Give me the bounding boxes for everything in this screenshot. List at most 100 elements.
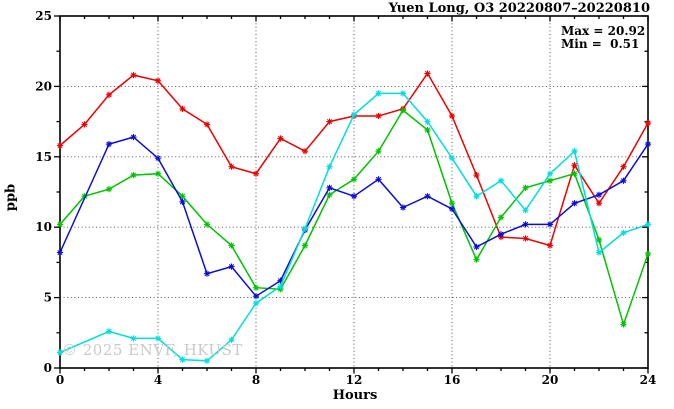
- watermark-text: © 2025 ENVF, HKUST: [62, 341, 243, 359]
- data-point-marker: [105, 186, 113, 193]
- data-point-marker: [130, 335, 137, 342]
- data-point-marker: [595, 236, 603, 243]
- data-point-marker: [81, 121, 88, 128]
- chart-title: Yuen Long, O3 20220807–20220810: [388, 1, 650, 16]
- data-point-marker: [571, 170, 578, 177]
- max-min-legend: Max = 20.92 Min = 0.51: [561, 25, 645, 51]
- series-blue-markers: [56, 133, 652, 300]
- data-point-marker: [448, 155, 456, 162]
- data-point-marker: [56, 249, 64, 256]
- y-tick-label: 10: [35, 220, 52, 234]
- data-point-marker: [497, 177, 505, 184]
- data-point-marker: [497, 231, 505, 238]
- data-point-marker: [546, 177, 554, 184]
- data-point-marker: [301, 242, 309, 249]
- data-point-marker: [277, 283, 284, 290]
- x-tick-label: 24: [640, 373, 657, 387]
- series-blue-line: [59, 136, 649, 298]
- data-point-marker: [473, 172, 480, 179]
- data-point-marker: [424, 70, 431, 77]
- data-point-marker: [399, 204, 407, 211]
- data-point-marker: [350, 111, 358, 118]
- data-point-marker: [130, 133, 137, 141]
- x-tick-label: 8: [252, 373, 260, 387]
- max-value-label: Max = 20.92: [561, 24, 646, 38]
- data-point-marker: [644, 141, 652, 148]
- data-point-marker: [399, 107, 407, 114]
- data-point-marker: [105, 141, 113, 148]
- y-tick-label: 25: [35, 9, 52, 23]
- data-point-marker: [228, 242, 235, 249]
- x-tick-label: 20: [542, 373, 559, 387]
- data-point-marker: [620, 163, 627, 170]
- series-green-markers: [56, 107, 652, 328]
- data-point-marker: [203, 357, 211, 364]
- y-tick-label: 15: [35, 150, 52, 164]
- data-point-marker: [644, 119, 652, 127]
- x-tick-label: 4: [154, 373, 162, 387]
- min-value-label: Min = 0.51: [561, 37, 640, 51]
- data-point-marker: [522, 221, 529, 228]
- data-point-marker: [375, 176, 382, 183]
- data-point-marker: [546, 221, 554, 228]
- data-point-marker: [595, 191, 603, 198]
- y-tick-label: 20: [35, 79, 52, 93]
- data-point-marker: [546, 170, 554, 177]
- data-point-marker: [203, 221, 211, 228]
- x-axis-label: Hours: [332, 388, 378, 403]
- x-tick-label: 12: [346, 373, 363, 387]
- data-point-marker: [252, 284, 260, 291]
- data-point-marker: [448, 112, 456, 120]
- data-point-marker: [399, 90, 407, 97]
- data-point-marker: [130, 72, 137, 79]
- tick-labels: 0 4 8 12 16 20 24 0 5 10 15 20 25: [35, 9, 656, 387]
- data-point-marker: [595, 249, 603, 256]
- data-point-marker: [522, 235, 529, 242]
- data-point-marker: [424, 126, 431, 134]
- data-point-marker: [154, 335, 162, 342]
- data-point-marker: [473, 193, 480, 200]
- data-point-marker: [571, 148, 578, 155]
- data-point-marker: [203, 270, 211, 277]
- axis-ticks: [54, 15, 649, 374]
- series-cyan-markers: [56, 90, 652, 364]
- data-point-marker: [228, 163, 235, 170]
- data-point-marker: [326, 184, 333, 191]
- data-point-marker: [473, 243, 480, 251]
- data-point-marker: [154, 155, 162, 162]
- data-point-marker: [326, 163, 333, 170]
- data-point-marker: [375, 148, 382, 155]
- data-point-marker: [571, 200, 578, 207]
- data-point-marker: [497, 214, 505, 221]
- series-cyan: [56, 90, 652, 364]
- data-point-marker: [326, 118, 333, 125]
- y-axis-label: ppb: [3, 183, 19, 212]
- data-point-marker: [179, 193, 186, 200]
- data-point-marker: [424, 118, 431, 125]
- data-point-marker: [571, 162, 578, 169]
- y-tick-label: 0: [44, 361, 52, 375]
- data-point-marker: [179, 356, 186, 363]
- gridlines: [60, 16, 648, 368]
- data-point-marker: [56, 142, 64, 149]
- data-point-marker: [105, 91, 113, 98]
- x-tick-label: 16: [444, 373, 461, 387]
- data-point-marker: [105, 328, 113, 335]
- data-point-marker: [595, 200, 603, 207]
- data-point-marker: [350, 176, 358, 183]
- data-point-marker: [154, 77, 162, 84]
- series-green: [56, 107, 652, 328]
- data-point-marker: [252, 293, 260, 300]
- data-point-marker: [179, 105, 186, 113]
- data-point-marker: [130, 172, 137, 179]
- data-point-marker: [252, 300, 260, 307]
- data-point-marker: [522, 184, 529, 191]
- data-point-marker: [228, 263, 235, 270]
- data-point-marker: [203, 121, 211, 128]
- x-tick-label: 0: [56, 373, 64, 387]
- data-point-marker: [448, 200, 456, 207]
- data-point-marker: [154, 170, 162, 177]
- data-point-marker: [56, 221, 64, 228]
